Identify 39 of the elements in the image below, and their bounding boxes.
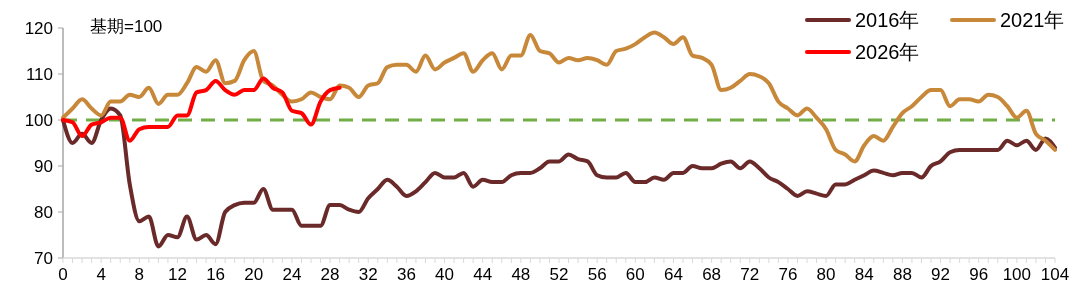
x-tick-label: 56 <box>587 265 607 284</box>
y-tick-label: 120 <box>24 18 53 38</box>
legend-label: 2021年 <box>1000 9 1065 31</box>
x-tick-label: 80 <box>816 265 836 284</box>
y-tick-label: 70 <box>34 248 53 268</box>
y-tick-label: 100 <box>24 110 53 130</box>
x-tick-label: 92 <box>931 265 950 284</box>
x-tick-label: 48 <box>511 265 531 284</box>
x-tick-label: 4 <box>96 265 106 284</box>
x-tick-label: 28 <box>320 265 340 284</box>
x-tick-label: 0 <box>58 265 68 284</box>
x-tick-label: 12 <box>168 265 187 284</box>
x-tick-label: 104 <box>1040 265 1070 284</box>
annotation: 基期=100 <box>90 17 163 36</box>
x-tick-label: 76 <box>778 265 798 284</box>
x-tick-label: 96 <box>969 265 989 284</box>
y-tick-label: 90 <box>34 156 53 176</box>
x-tick-label: 8 <box>134 265 145 284</box>
x-tick-label: 52 <box>549 265 569 284</box>
y-tick-label: 110 <box>25 64 53 84</box>
x-tick-label: 32 <box>358 265 378 284</box>
x-tick-label: 68 <box>702 265 722 284</box>
line-series <box>61 76 342 143</box>
x-tick-label: 88 <box>892 265 912 284</box>
y-tick-label: 80 <box>34 202 53 222</box>
x-tick-label: 36 <box>396 265 416 284</box>
legend-label: 2016年 <box>855 9 920 31</box>
x-tick-label: 84 <box>854 265 874 284</box>
x-tick-label: 44 <box>473 265 493 284</box>
x-tick-label: 40 <box>435 265 454 284</box>
x-tick-label: 16 <box>206 265 226 284</box>
x-tick-label: 100 <box>1002 265 1032 284</box>
x-tick-label: 24 <box>282 265 302 284</box>
x-tick-label: 64 <box>664 265 683 284</box>
x-tick-label: 20 <box>244 265 264 284</box>
line-series <box>61 106 1057 249</box>
legend-label: 2026年 <box>855 41 920 63</box>
x-tick-label: 72 <box>740 265 760 284</box>
x-tick-label: 60 <box>625 265 645 284</box>
